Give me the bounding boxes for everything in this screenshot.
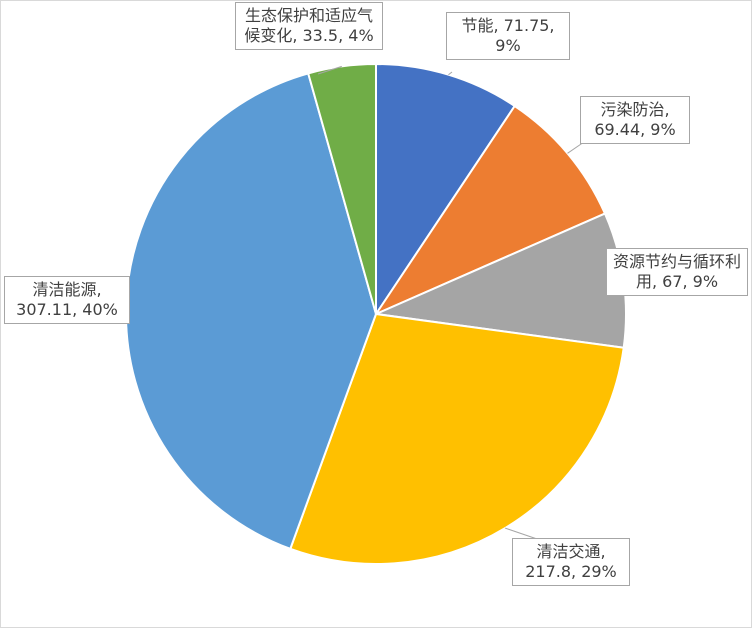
data-label-eco-protection: 生态保护和适应气候变化, 33.5, 4% xyxy=(235,2,383,50)
leader-line-0 xyxy=(448,71,453,76)
pie-slice-3 xyxy=(289,312,625,565)
pie-slices xyxy=(125,62,627,565)
data-label-pollution-control: 污染防治, 69.44, 9% xyxy=(580,96,690,144)
data-label-resource-recycling: 资源节约与循环利用, 67, 9% xyxy=(606,248,748,296)
pie-slice-1 xyxy=(373,104,607,317)
data-label-energy-saving: 节能, 71.75, 9% xyxy=(446,12,570,60)
pie-slice-0 xyxy=(375,62,517,318)
leader-line-5 xyxy=(317,65,342,75)
data-label-clean-energy: 清洁能源, 307.11, 40% xyxy=(4,276,130,324)
data-label-clean-transport: 清洁交通, 217.8, 29% xyxy=(512,538,630,586)
